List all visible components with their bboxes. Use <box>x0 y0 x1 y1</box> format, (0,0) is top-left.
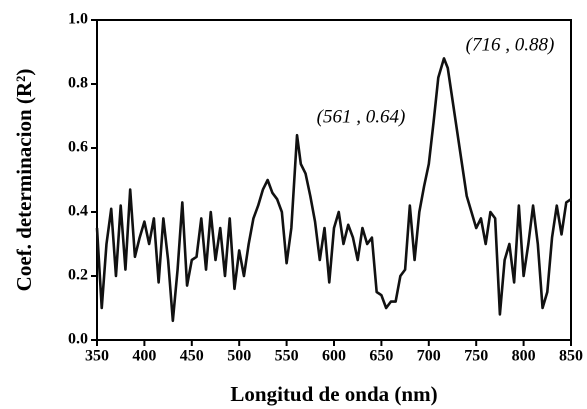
x-axis-title: Longitud de onda (nm) <box>230 382 437 406</box>
x-tick-label: 850 <box>559 348 583 365</box>
x-tick-label: 400 <box>132 348 156 365</box>
y-tick-label: 1.0 <box>68 11 88 28</box>
y-axis-title: Coef. determinacion (R²) <box>12 69 36 292</box>
data-line <box>95 57 572 323</box>
x-tick-label: 450 <box>180 348 204 365</box>
y-tick-label: 0.0 <box>68 331 88 348</box>
y-tick-label: 0.2 <box>68 267 88 284</box>
annotation: (561 , 0.64) <box>317 106 406 127</box>
y-tick-label: 0.8 <box>68 75 88 92</box>
y-tick-label: 0.4 <box>68 203 88 220</box>
x-tick-label: 800 <box>512 348 536 365</box>
x-tick-label: 600 <box>322 348 346 365</box>
x-tick-label: 350 <box>85 348 109 365</box>
annotation: (716 , 0.88) <box>466 34 555 55</box>
y-tick-label: 0.6 <box>68 139 88 156</box>
x-tick-label: 650 <box>369 348 393 365</box>
x-tick-label: 500 <box>227 348 251 365</box>
x-tick-label: 700 <box>417 348 441 365</box>
x-tick-label: 750 <box>464 348 488 365</box>
x-tick-label: 550 <box>275 348 299 365</box>
